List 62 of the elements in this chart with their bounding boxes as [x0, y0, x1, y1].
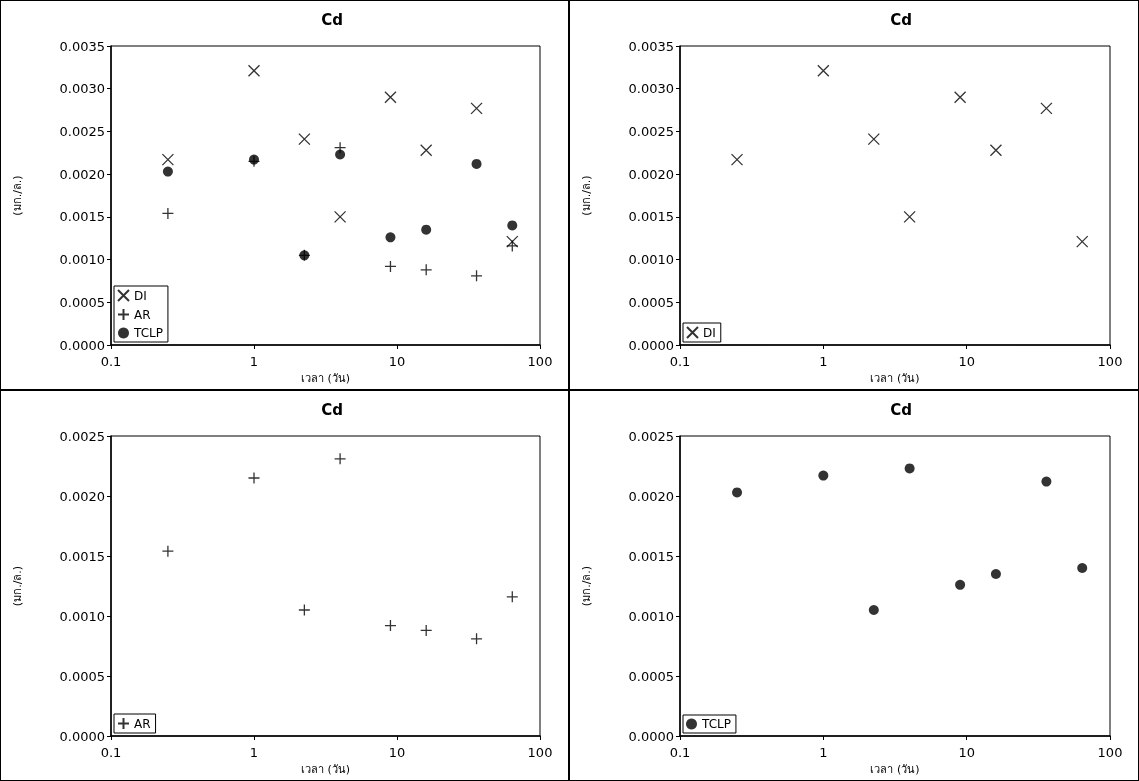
y-tick-label: 0.0000	[628, 337, 674, 353]
x-axis-title: เวลา (วัน)	[300, 371, 351, 385]
y-tick-label: 0.0020	[628, 166, 674, 182]
legend-label: TCLP	[133, 326, 163, 340]
y-axis-title: (มก./ล.)	[580, 175, 593, 216]
x-tick-label: 10	[958, 745, 975, 760]
y-tick-label: 0.0005	[628, 668, 674, 684]
legend-label: DI	[703, 325, 716, 340]
chart-title: Cd	[321, 400, 343, 419]
y-tick-label: 0.0005	[59, 668, 105, 684]
x-axis-title: เวลา (วัน)	[300, 762, 351, 776]
y-tick-label: 0.0010	[628, 252, 674, 268]
y-tick-label: 0.0005	[59, 294, 105, 310]
x-tick-label: 0.1	[100, 354, 122, 369]
y-tick-label: 0.0025	[628, 428, 674, 444]
y-tick-label: 0.0000	[628, 728, 674, 744]
x-tick-label: 10	[958, 354, 975, 369]
y-tick-label: 0.0030	[59, 81, 105, 97]
y-tick-label: 0.0020	[59, 488, 105, 504]
x-tick-label: 1	[819, 745, 828, 760]
y-tick-label: 0.0025	[59, 428, 105, 444]
x-tick-label: 100	[527, 354, 553, 369]
x-tick-label: 1	[819, 354, 828, 369]
x-tick-label: 100	[527, 745, 553, 760]
y-tick-label: 0.0020	[628, 488, 674, 504]
x-axis-title: เวลา (วัน)	[870, 762, 920, 776]
legend-label: AR	[134, 307, 151, 322]
y-tick-label: 0.0000	[59, 337, 105, 353]
chart-title: Cd	[890, 10, 912, 29]
y-tick-label: 0.0035	[59, 38, 105, 54]
y-tick-label: 0.0015	[59, 209, 105, 225]
x-axis-title: เวลา (วัน)	[870, 371, 920, 385]
x-tick-label: 0.1	[100, 745, 122, 760]
y-tick-label: 0.0015	[628, 209, 674, 225]
y-tick-label: 0.0035	[628, 38, 674, 54]
y-tick-label: 0.0010	[628, 608, 674, 624]
x-tick-label: 1	[249, 354, 259, 369]
x-tick-label: 100	[1097, 745, 1123, 760]
y-tick-label: 0.0015	[628, 548, 674, 564]
y-tick-label: 0.0020	[59, 166, 105, 182]
legend-label: AR	[134, 716, 151, 731]
x-tick-label: 0.1	[669, 745, 691, 760]
y-tick-label: 0.0000	[59, 728, 105, 744]
chart-title: Cd	[321, 10, 343, 29]
x-tick-label: 1	[249, 745, 259, 760]
y-tick-label: 0.0025	[59, 123, 105, 139]
x-tick-label: 10	[388, 354, 406, 369]
y-axis-title: (มก./ล.)	[580, 565, 593, 607]
x-tick-label: 100	[1097, 354, 1123, 369]
y-tick-label: 0.0010	[59, 608, 105, 624]
legend-label: DI	[134, 288, 147, 303]
y-tick-label: 0.0030	[628, 81, 674, 97]
legend-label: TCLP	[701, 717, 731, 731]
y-tick-label: 0.0015	[59, 548, 105, 564]
x-tick-label: 0.1	[669, 354, 691, 369]
y-tick-label: 0.0005	[628, 294, 674, 310]
x-tick-label: 10	[388, 745, 406, 760]
y-axis-title: (มก./ล.)	[11, 565, 24, 607]
chart-title: Cd	[890, 400, 912, 419]
y-axis-title: (มก./ล.)	[11, 175, 24, 216]
y-tick-label: 0.0025	[628, 123, 674, 139]
y-tick-label: 0.0010	[59, 252, 105, 268]
